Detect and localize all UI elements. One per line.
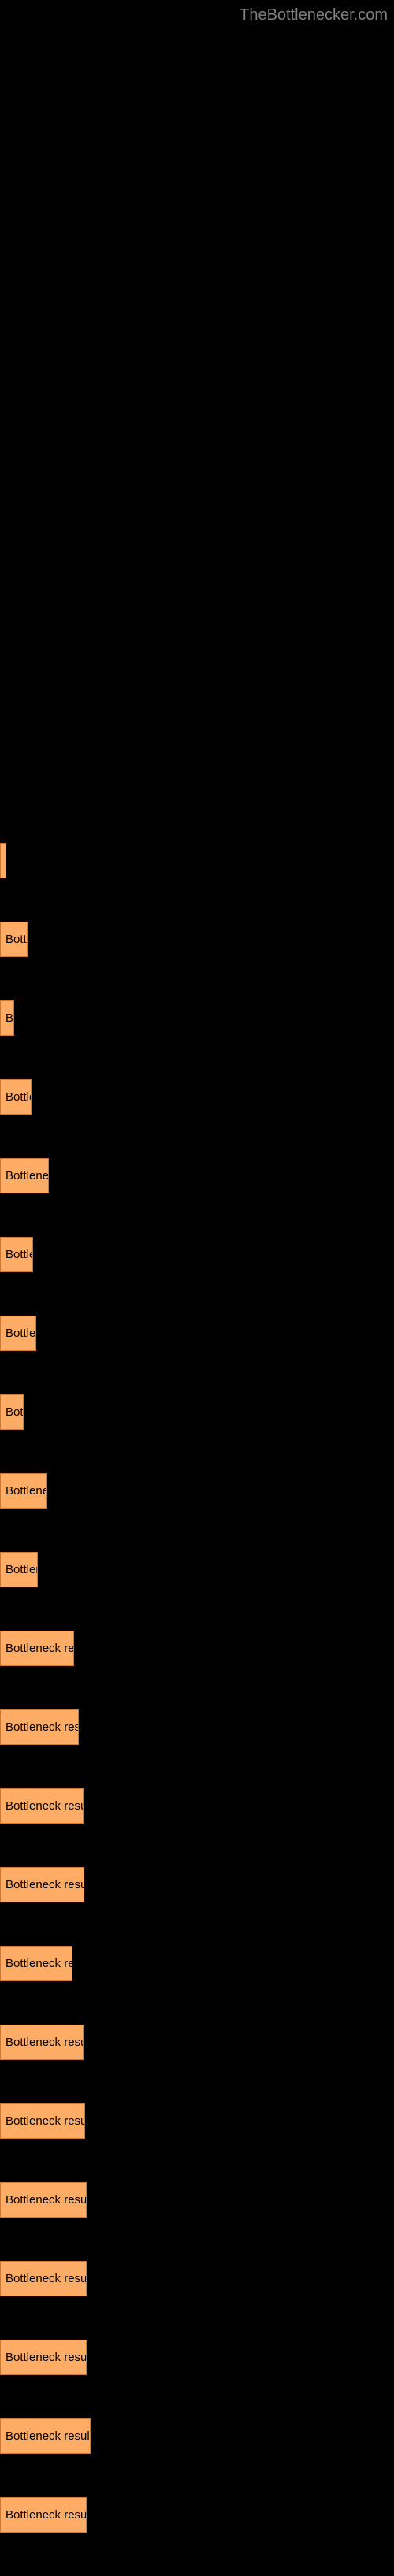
chart-bar: Bottleneck result (0, 1867, 84, 1902)
bar-item: Bottleneck resu (0, 1631, 394, 1666)
chart-bar: B (0, 1000, 14, 1036)
chart-bar: Bottlen (0, 1237, 33, 1272)
bar-item: Bottleneck result (0, 2418, 394, 2454)
bar-label: Bottleneck (6, 1484, 47, 1498)
chart-bar: Bott (0, 1394, 24, 1430)
bar-label: B (6, 1011, 13, 1025)
chart-bar: Bottleneck result (0, 1788, 84, 1824)
bar-item: Bottleneck result (0, 2182, 394, 2218)
bar-label: Bottleneck result (6, 2272, 87, 2285)
bar-label: Bottleneck result (6, 2351, 87, 2364)
chart-bar (0, 843, 6, 878)
bar-label: Bottleneck result (6, 1878, 84, 1891)
bar-item: Bottleneck result (0, 1867, 394, 1902)
bar-label: Bottlen (6, 1090, 32, 1104)
chart-bar: Bottleneck resul (0, 1709, 79, 1745)
bar-item: Bottle (0, 922, 394, 957)
chart-bar: Bottleneck result (0, 2340, 87, 2375)
bar-label: Bottleneck result (6, 2036, 84, 2049)
bar-label: Bottleneck res (6, 1957, 72, 1970)
bar-item: Bottlen (0, 1237, 394, 1272)
bar-item: Bottleneck (0, 1473, 394, 1509)
bar-label: Bottleneck resu (6, 1642, 74, 1655)
bar-label: Bottleneck result (6, 2114, 85, 2128)
bar-item: Bottleneck result (0, 2261, 394, 2296)
bar-label: Bott (6, 1405, 24, 1419)
bar-item: Bottleneck result (0, 2025, 394, 2060)
bar-item: B (0, 1000, 394, 1036)
bar-label: Bottlene (6, 1327, 36, 1340)
bar-item (0, 843, 394, 878)
chart-bar: Bottleneck result (0, 2418, 91, 2454)
chart-bar: Bottleneck result (0, 2103, 85, 2139)
chart-bar: Bottleneck result (0, 2261, 87, 2296)
bar-item: Bottleneck resul (0, 1709, 394, 1745)
chart-bar: Bottleneck (0, 1158, 49, 1193)
chart-bar: Bottleneck res (0, 1946, 72, 1981)
bar-item: Bottleneck (0, 1158, 394, 1193)
bar-item: Bottleneck result (0, 1788, 394, 1824)
bar-item: Bottlene (0, 1552, 394, 1587)
bar-label: Bottle (6, 933, 28, 946)
chart-bar: Bottleneck result (0, 2497, 87, 2533)
bar-item: Bottleneck result (0, 2103, 394, 2139)
bar-label: Bottleneck result (6, 2508, 87, 2522)
chart-bar: Bottleneck result (0, 2182, 87, 2218)
bar-item: Bott (0, 1394, 394, 1430)
bar-label: Bottleneck result (6, 1799, 84, 1813)
bar-label: Bottleneck result (6, 2429, 91, 2443)
chart-bar: Bottle (0, 922, 28, 957)
bar-item: Bottleneck res (0, 1946, 394, 1981)
bar-item: Bottlen (0, 1079, 394, 1115)
bar-item: Bottlene (0, 1316, 394, 1351)
chart-bar: Bottleneck (0, 1473, 47, 1509)
bar-label: Bottlene (6, 1563, 38, 1576)
bar-label: Bottlen (6, 1248, 33, 1261)
bar-label: Bottleneck result (6, 2193, 87, 2207)
chart-bar: Bottlen (0, 1079, 32, 1115)
chart-bar: Bottleneck result (0, 2025, 84, 2060)
bar-item: Bottleneck result (0, 2497, 394, 2533)
bar-label: Bottleneck (6, 1169, 49, 1182)
bar-label: Bottleneck resul (6, 1720, 79, 1734)
chart-bar: Bottleneck resu (0, 1631, 74, 1666)
watermark-text: TheBottlenecker.com (240, 6, 388, 24)
chart-bar: Bottlene (0, 1316, 36, 1351)
spacer (0, 0, 394, 843)
bar-item: Bottleneck result (0, 2340, 394, 2375)
bar-chart: Bottle B Bottlen Bottleneck Bottlen Bottlene B… (0, 843, 394, 2533)
chart-bar: Bottlene (0, 1552, 38, 1587)
